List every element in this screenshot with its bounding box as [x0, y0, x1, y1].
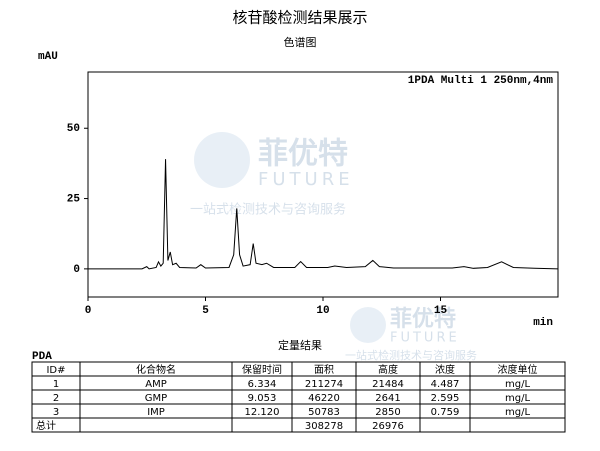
header-cell: ID# — [46, 365, 65, 376]
header-cell: 面积 — [314, 364, 334, 376]
table-cell: 2.595 — [431, 393, 460, 404]
table-title: 定量结果 — [278, 338, 322, 352]
y-tick-label: 50 — [67, 123, 80, 135]
table: ID# 化合物名 保留时间 面积 高度 浓度 浓度单位 1 AMP 6.334 211274 2148… — [31, 361, 566, 433]
x-tick-label: 15 — [434, 305, 448, 317]
table-cell: 0.759 — [431, 407, 460, 418]
total-label: 总计 — [36, 419, 56, 432]
y-tick-label: 25 — [67, 193, 81, 205]
table-cell: 9.053 — [248, 393, 277, 404]
table-cell: IMP — [147, 407, 165, 418]
table-cell: GMP — [145, 393, 167, 404]
subtitle: 色谱图 — [284, 35, 317, 49]
y-axis-label: mAU — [38, 51, 58, 63]
table-cell: 46220 — [308, 393, 340, 404]
watermark-logo — [350, 307, 386, 343]
table-cell: 1 — [53, 379, 59, 390]
header-cell: 高度 — [378, 363, 398, 376]
table-cell: 6.334 — [248, 379, 277, 390]
x-tick-label: 0 — [85, 305, 92, 317]
table-cell: mg/L — [505, 379, 530, 390]
table-border — [31, 361, 566, 433]
x-tick-label: 5 — [202, 305, 209, 317]
watermark-slogan: 一站式检测技术与咨询服务 — [190, 202, 346, 218]
table-cell: mg/L — [505, 407, 530, 418]
table-cell: 3 — [53, 407, 59, 418]
x-tick-label: 10 — [316, 305, 329, 317]
detector-label: PDA — [32, 351, 52, 363]
trace — [88, 159, 559, 270]
watermark-brand: 菲优特 — [390, 306, 456, 332]
watermark-brand-en: FUTURE — [390, 331, 460, 346]
watermark-brand: 菲优特 — [258, 137, 348, 172]
table-cell: 2641 — [375, 393, 400, 404]
title: 核苷酸检测结果展示 — [232, 9, 367, 27]
header-cell: 保留时间 — [242, 363, 282, 376]
x-axis-label: min — [533, 317, 553, 329]
header-cell: 浓度 — [435, 363, 455, 376]
table-cell: 4.487 — [431, 379, 460, 390]
y-tick-label: 0 — [73, 264, 80, 276]
watermark-brand-en: FUTURE — [258, 169, 354, 190]
total-height: 26976 — [372, 421, 404, 432]
table-cell: 21484 — [372, 379, 404, 390]
table-cell: 12.120 — [245, 407, 280, 418]
table-cell: 2 — [53, 393, 59, 404]
table-cell: mg/L — [505, 393, 530, 404]
table-cell: AMP — [145, 379, 167, 390]
watermark-logo — [194, 132, 250, 188]
header-cell: 化合物名 — [136, 363, 176, 376]
annotation: 1PDA Multi 1 250nm,4nm — [408, 75, 554, 87]
header-cell: 浓度单位 — [498, 363, 538, 376]
watermark-slogan: 一站式检测技术与咨询服务 — [345, 348, 477, 362]
total-area: 308278 — [305, 421, 343, 432]
table-cell: 2850 — [375, 407, 400, 418]
table-cell: 211274 — [305, 379, 343, 390]
table-cell: 50783 — [308, 407, 340, 418]
